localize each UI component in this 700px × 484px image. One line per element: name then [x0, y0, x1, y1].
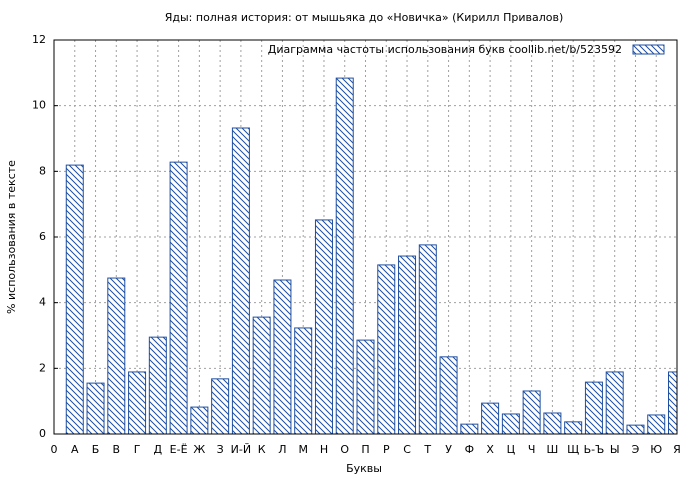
- x-tick-label: Р: [383, 443, 390, 456]
- bar: [668, 371, 677, 434]
- bar: [626, 424, 645, 434]
- chart-title: Яды: полная история: от мышьяка до «Нови…: [165, 11, 564, 24]
- bar: [501, 413, 520, 434]
- x-tick-label: А: [71, 443, 79, 456]
- x-tick-label: В: [113, 443, 121, 456]
- x-tick-label: Б: [92, 443, 100, 456]
- x-tick-label: Щ: [567, 443, 579, 456]
- bar: [356, 339, 375, 434]
- bar: [564, 421, 583, 434]
- bar: [231, 127, 250, 434]
- x-tick-label: Е-Ё: [170, 443, 188, 456]
- bar: [647, 414, 666, 434]
- legend-swatch: [632, 44, 665, 55]
- x-tick-label: Ь-Ъ: [584, 443, 605, 456]
- bar: [522, 390, 541, 434]
- x-tick-label: Ю: [650, 443, 662, 456]
- bar: [190, 406, 209, 434]
- x-tick-label: 0: [51, 443, 58, 456]
- y-tick-label: 2: [39, 361, 46, 374]
- bar: [65, 164, 84, 434]
- bar: [377, 264, 396, 434]
- bar: [481, 402, 500, 434]
- x-tick-label: Х: [486, 443, 494, 456]
- bar: [584, 381, 603, 434]
- bar: [86, 382, 105, 434]
- bar: [128, 371, 147, 434]
- x-tick-label: М: [298, 443, 308, 456]
- bar: [543, 412, 562, 434]
- bar: [314, 219, 333, 434]
- bar: [335, 77, 354, 434]
- x-axis-label: Буквы: [346, 462, 382, 475]
- bar: [252, 316, 271, 434]
- bar: [418, 244, 437, 434]
- bar: [107, 277, 126, 434]
- x-tick-label: З: [217, 443, 224, 456]
- x-tick-label: Ы: [610, 443, 620, 456]
- x-tick-label: Ш: [547, 443, 559, 456]
- bar: [605, 371, 624, 434]
- x-tick-label: Ж: [193, 443, 205, 456]
- y-axis-label: % использования в тексте: [5, 160, 18, 314]
- x-tick-label: П: [361, 443, 369, 456]
- bar: [439, 356, 458, 434]
- bar: [169, 161, 188, 434]
- y-tick-label: 12: [32, 33, 46, 46]
- x-tick-label: Ф: [465, 443, 474, 456]
- bar: [273, 279, 292, 434]
- bar: [398, 255, 417, 434]
- bar: [460, 423, 479, 434]
- x-tick-label: О: [340, 443, 349, 456]
- y-tick-label: 0: [39, 427, 46, 440]
- bar: [294, 327, 313, 434]
- x-tick-label: Э: [632, 443, 640, 456]
- y-tick-label: 8: [39, 164, 46, 177]
- x-tick-label: У: [445, 443, 452, 456]
- x-tick-label: Т: [423, 443, 431, 456]
- x-tick-label: Ц: [507, 443, 516, 456]
- y-tick-label: 6: [39, 230, 46, 243]
- bar: [211, 378, 230, 434]
- y-tick-label: 4: [39, 296, 46, 309]
- x-tick-label: С: [403, 443, 411, 456]
- x-tick-label: Ч: [528, 443, 536, 456]
- legend-label: Диаграмма частоты использования букв coo…: [268, 43, 622, 56]
- x-tick-label: Д: [154, 443, 163, 456]
- x-tick-label: Я: [673, 443, 681, 456]
- x-tick-label: Н: [320, 443, 328, 456]
- x-tick-label: К: [258, 443, 266, 456]
- x-tick-label: И-Й: [231, 443, 251, 456]
- x-tick-label: Г: [134, 443, 141, 456]
- bar: [148, 336, 167, 434]
- x-tick-label: Л: [278, 443, 286, 456]
- y-tick-label: 10: [32, 99, 46, 112]
